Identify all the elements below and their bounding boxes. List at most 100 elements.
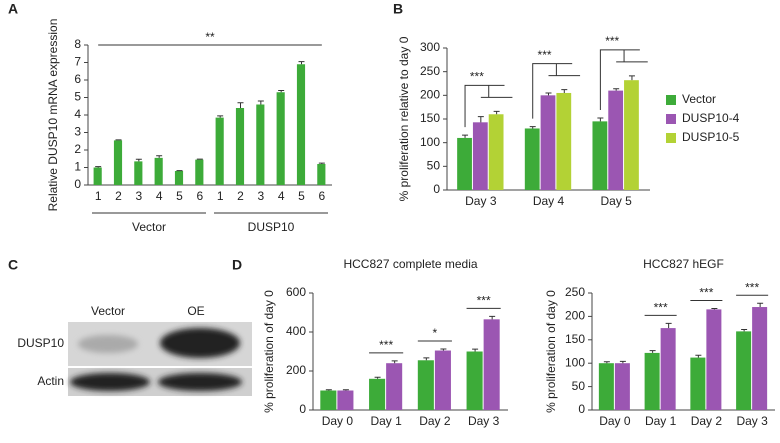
y-tick-label: 0 (74, 177, 81, 191)
error-bar (494, 111, 500, 114)
bar (418, 360, 434, 410)
row-label: DUSP10 (17, 336, 64, 350)
bar (457, 138, 472, 190)
column-label: Vector (91, 304, 125, 318)
group-label: Vector (132, 220, 166, 234)
band (78, 335, 138, 353)
bar (94, 168, 102, 186)
y-tick-label: 200 (565, 309, 585, 323)
bar (320, 391, 336, 411)
y-axis-label: % proliferation of day 0 (262, 290, 276, 413)
bar (114, 140, 122, 185)
bar (525, 128, 540, 190)
y-tick-label: 6 (74, 72, 81, 86)
band (70, 373, 150, 391)
panel-label: D (232, 257, 242, 273)
x-tick-label: Day 0 (599, 414, 631, 428)
error-bar (258, 101, 264, 105)
y-axis-label: % proliferation relative to day 0 (397, 36, 411, 201)
y-tick-label: 600 (286, 285, 306, 299)
y-tick-label: 4 (74, 107, 81, 121)
x-tick-label: Day 0 (322, 414, 354, 428)
y-tick-label: 200 (286, 363, 306, 377)
x-tick-label: 3 (257, 189, 264, 203)
bar (736, 331, 751, 410)
y-tick-label: 100 (420, 135, 440, 149)
bar (599, 363, 614, 410)
bar (386, 363, 402, 410)
row-label: Actin (37, 374, 64, 388)
x-tick-label: 2 (115, 189, 122, 203)
error-bar (197, 159, 203, 160)
y-tick-label: 0 (433, 182, 440, 196)
bar (175, 171, 183, 185)
x-tick-label: 6 (318, 189, 325, 203)
legend-swatch (666, 95, 676, 105)
x-tick-label: 5 (298, 189, 305, 203)
bar (473, 122, 488, 190)
chart-title: HCC827 hEGF (643, 257, 724, 271)
significance-label: *** (477, 294, 491, 308)
bar (706, 309, 721, 410)
x-tick-label: 3 (135, 189, 142, 203)
western-blot: C Vector OE DUSP10 Actin (8, 257, 252, 396)
bar (369, 379, 385, 410)
significance-label: ** (205, 30, 215, 44)
bar (690, 358, 705, 410)
bar (195, 160, 203, 185)
error-bar (620, 361, 626, 363)
y-tick-label: 8 (74, 37, 81, 51)
error-bar (650, 351, 656, 353)
error-bar (629, 76, 635, 80)
x-tick-label: 5 (176, 189, 183, 203)
significance-label: *** (470, 70, 484, 84)
bar (236, 108, 244, 185)
bar (337, 391, 353, 411)
significance-label: *** (538, 48, 552, 62)
error-bar (478, 117, 484, 123)
significance-label: * (433, 326, 438, 340)
error-bar (440, 349, 446, 351)
error-bar (319, 163, 325, 164)
y-tick-label: 50 (427, 159, 441, 173)
legend-label: DUSP10-5 (682, 130, 740, 144)
significance-bracket (533, 64, 580, 119)
x-tick-label: 4 (156, 189, 163, 203)
y-tick-label: 100 (565, 355, 585, 369)
error-bar (95, 167, 101, 168)
x-tick-label: 2 (237, 189, 244, 203)
error-bar (489, 316, 495, 319)
error-bar (757, 303, 763, 307)
legend-label: Vector (682, 92, 716, 106)
bar (541, 95, 556, 190)
x-tick-label: Day 2 (419, 414, 451, 428)
x-tick-label: Day 3 (468, 414, 500, 428)
y-axis-label: Relative DUSP10 mRNA expression (46, 19, 60, 212)
error-bar (604, 362, 610, 363)
error-bar (462, 135, 468, 138)
significance-label: *** (654, 301, 668, 315)
column-label: OE (187, 304, 204, 318)
error-bar (472, 349, 478, 351)
y-tick-label: 200 (420, 88, 440, 102)
y-tick-label: 300 (420, 40, 440, 54)
panel-label: B (393, 1, 403, 17)
bar (484, 319, 500, 410)
y-tick-label: 250 (420, 64, 440, 78)
bar (661, 328, 676, 410)
chart-title: HCC827 complete media (343, 257, 477, 271)
bar (297, 64, 305, 185)
error-bar (530, 127, 536, 129)
group-label: DUSP10 (248, 220, 295, 234)
error-bar (695, 355, 701, 357)
legend-label: DUSP10-4 (682, 111, 740, 125)
y-tick-label: 50 (572, 379, 586, 393)
legend-swatch (666, 133, 676, 143)
y-tick-label: 1 (74, 160, 81, 174)
error-bar (116, 140, 122, 141)
y-tick-label: 3 (74, 125, 81, 139)
y-tick-label: 2 (74, 142, 81, 156)
y-tick-label: 400 (286, 324, 306, 338)
y-tick-label: 7 (74, 55, 81, 69)
